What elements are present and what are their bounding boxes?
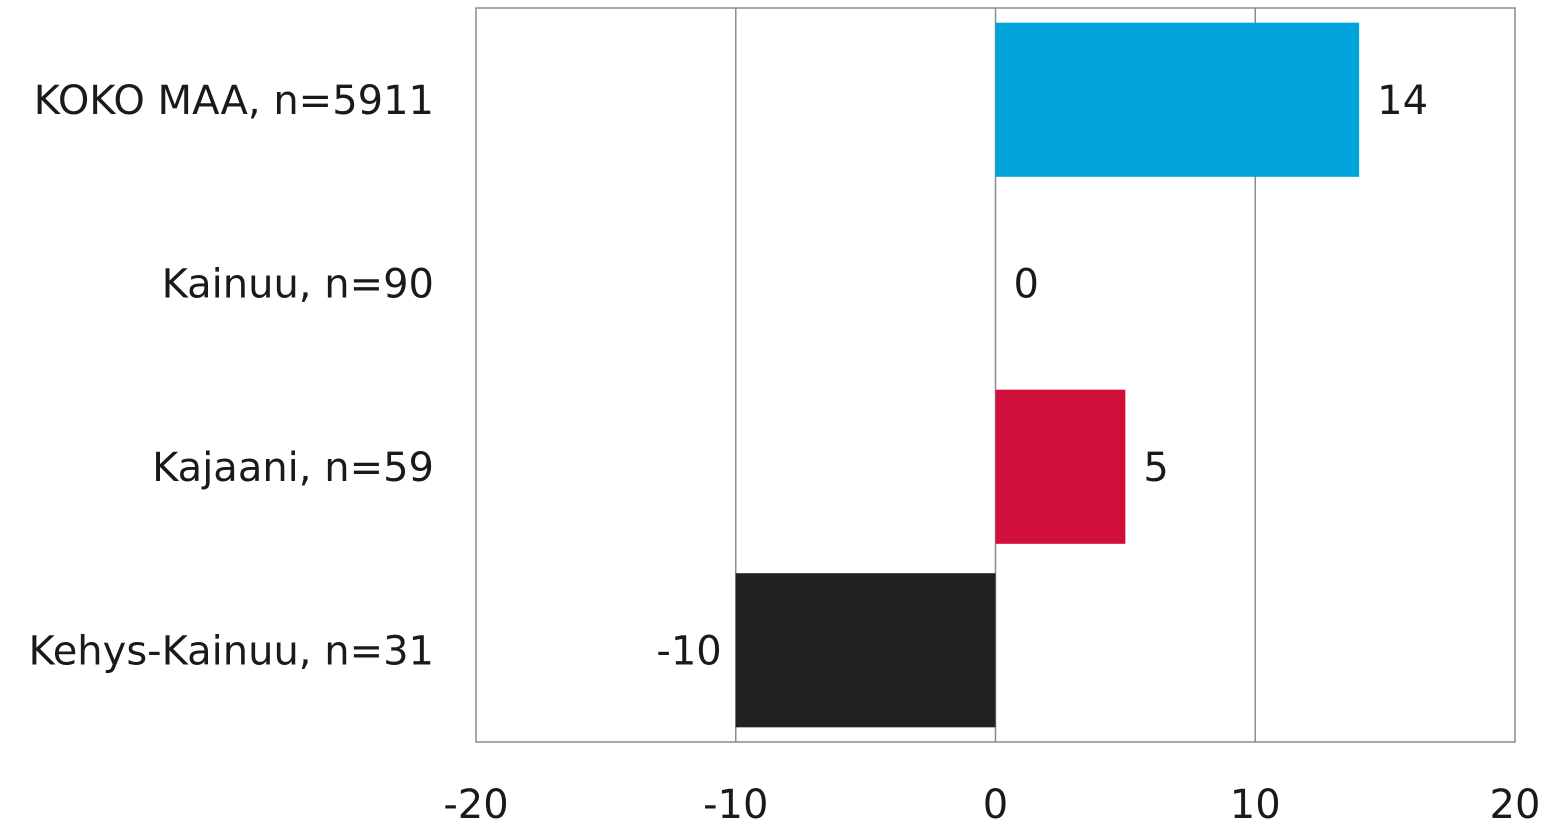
- category-label: Kajaani, n=59: [152, 445, 434, 491]
- bar: [995, 22, 1360, 177]
- x-tick-label: 10: [1230, 782, 1281, 822]
- bar: [995, 389, 1126, 544]
- data-label: 14: [1377, 78, 1428, 124]
- category-label: Kainuu, n=90: [162, 261, 434, 307]
- x-tick-label: 20: [1490, 782, 1541, 822]
- x-tick-label: -10: [703, 782, 768, 822]
- category-label: Kehys-Kainuu, n=31: [28, 628, 434, 674]
- category-label: KOKO MAA, n=5911: [34, 78, 434, 124]
- data-label: 0: [1014, 261, 1039, 307]
- bar: [735, 573, 996, 728]
- data-label: 5: [1143, 445, 1168, 491]
- x-tick-label: 0: [983, 782, 1008, 822]
- x-tick-label: -20: [443, 782, 508, 822]
- data-label: -10: [656, 628, 721, 674]
